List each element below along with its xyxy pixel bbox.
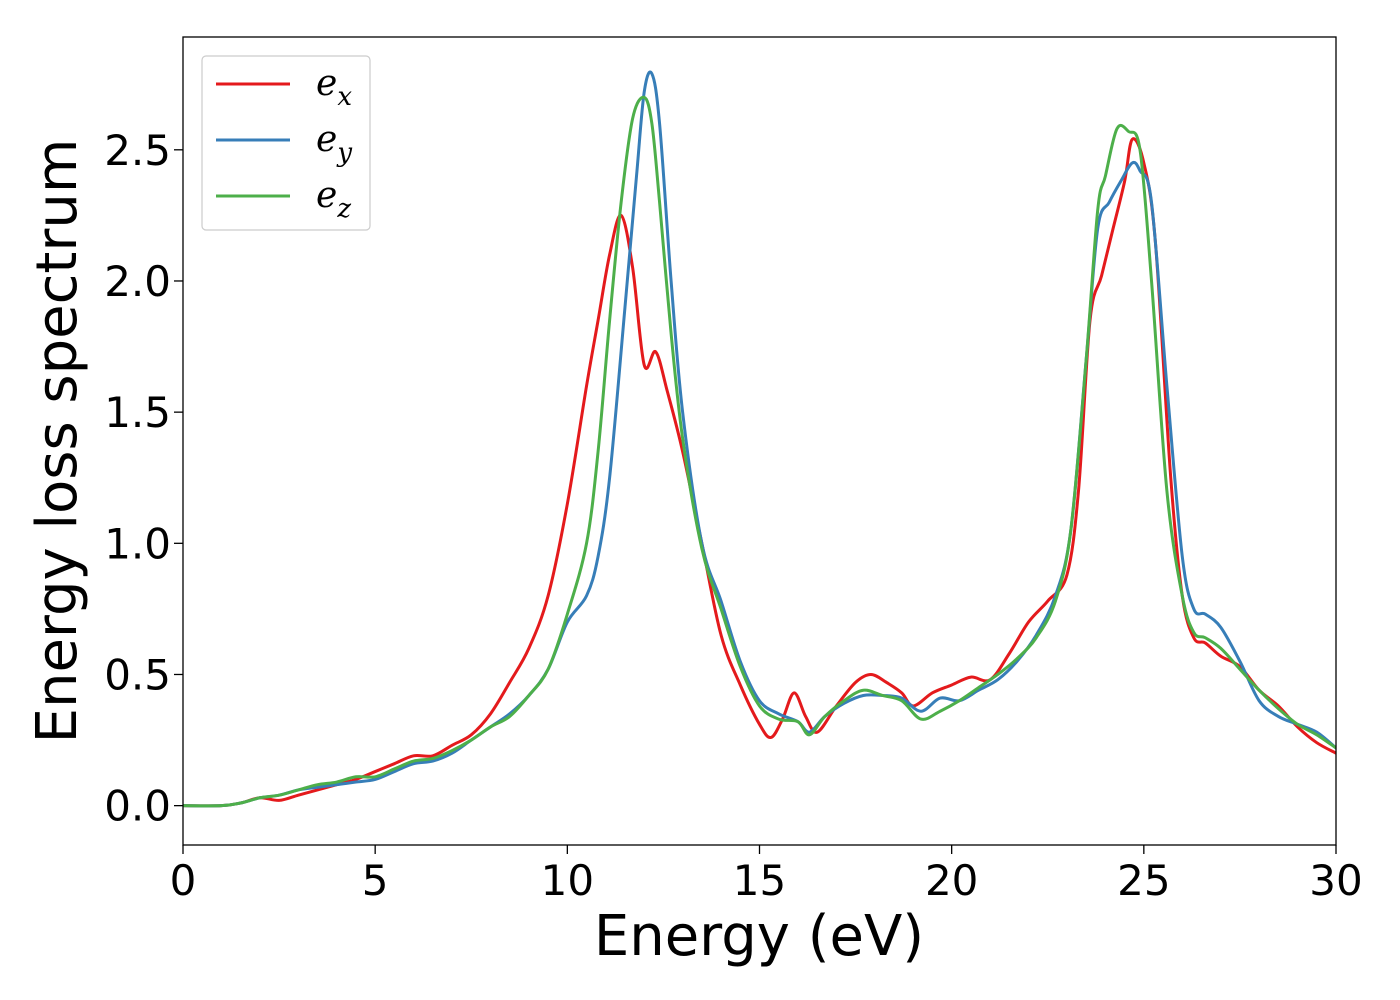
x-axis-title: Energy (eV) (594, 904, 924, 969)
y-tick-label: 0.0 (104, 782, 171, 831)
y-axis-ticks: 0.0 0.5 1.0 1.5 2.0 2.5 (104, 126, 183, 831)
legend-label-x: ex (316, 63, 352, 112)
x-tick-label: 20 (925, 856, 978, 905)
y-axis-title: Energy loss spectrum (25, 139, 90, 744)
x-tick-label: 15 (733, 856, 786, 905)
x-tick-label: 10 (541, 856, 594, 905)
series-layer (183, 70, 1336, 808)
legend-item-z: ez (216, 175, 351, 224)
y-tick-label: 2.5 (104, 126, 171, 175)
y-tick-label: 0.5 (104, 650, 171, 699)
legend-items: ex ey ez (216, 63, 352, 224)
legend-item-y: ey (216, 119, 352, 168)
legend-box (201, 55, 371, 231)
x-tick-label: 25 (1117, 856, 1170, 905)
y-tick-label: 1.5 (104, 388, 171, 437)
x-tick-label: 30 (1309, 856, 1362, 905)
x-tick-label: 5 (362, 856, 389, 905)
series-line-y (183, 70, 1336, 808)
legend: ex ey ez (201, 55, 371, 231)
y-tick-label: 1.0 (104, 519, 171, 568)
x-axis-ticks: 0 5 10 15 20 25 30 (170, 845, 1363, 905)
legend-label-z: ez (316, 175, 351, 224)
y-tick-label: 2.0 (104, 257, 171, 306)
legend-label-y: ey (316, 119, 352, 168)
legend-item-x: ex (216, 63, 352, 112)
x-tick-label: 0 (170, 856, 197, 905)
series-line-z (183, 95, 1336, 808)
